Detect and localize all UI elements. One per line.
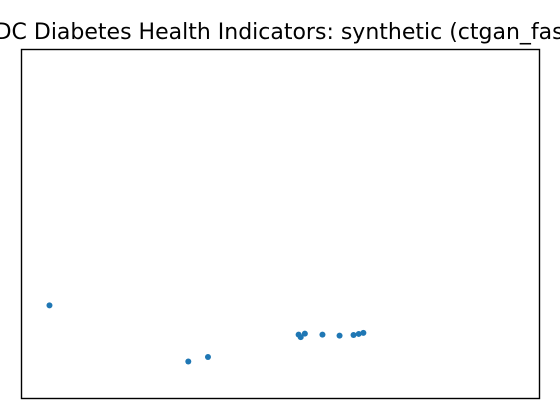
data-point: [204, 353, 211, 360]
axes-frame: [20, 48, 541, 400]
data-point: [185, 358, 192, 365]
data-point: [46, 302, 53, 309]
data-point: [301, 330, 308, 337]
data-point: [355, 330, 362, 337]
chart-title: CDC Diabetes Health Indicators: syntheti…: [0, 20, 560, 45]
data-point: [297, 334, 304, 341]
data-point: [336, 332, 343, 339]
data-point: [350, 331, 357, 338]
data-points: [46, 302, 367, 365]
data-point: [319, 331, 326, 338]
data-point: [360, 329, 367, 336]
